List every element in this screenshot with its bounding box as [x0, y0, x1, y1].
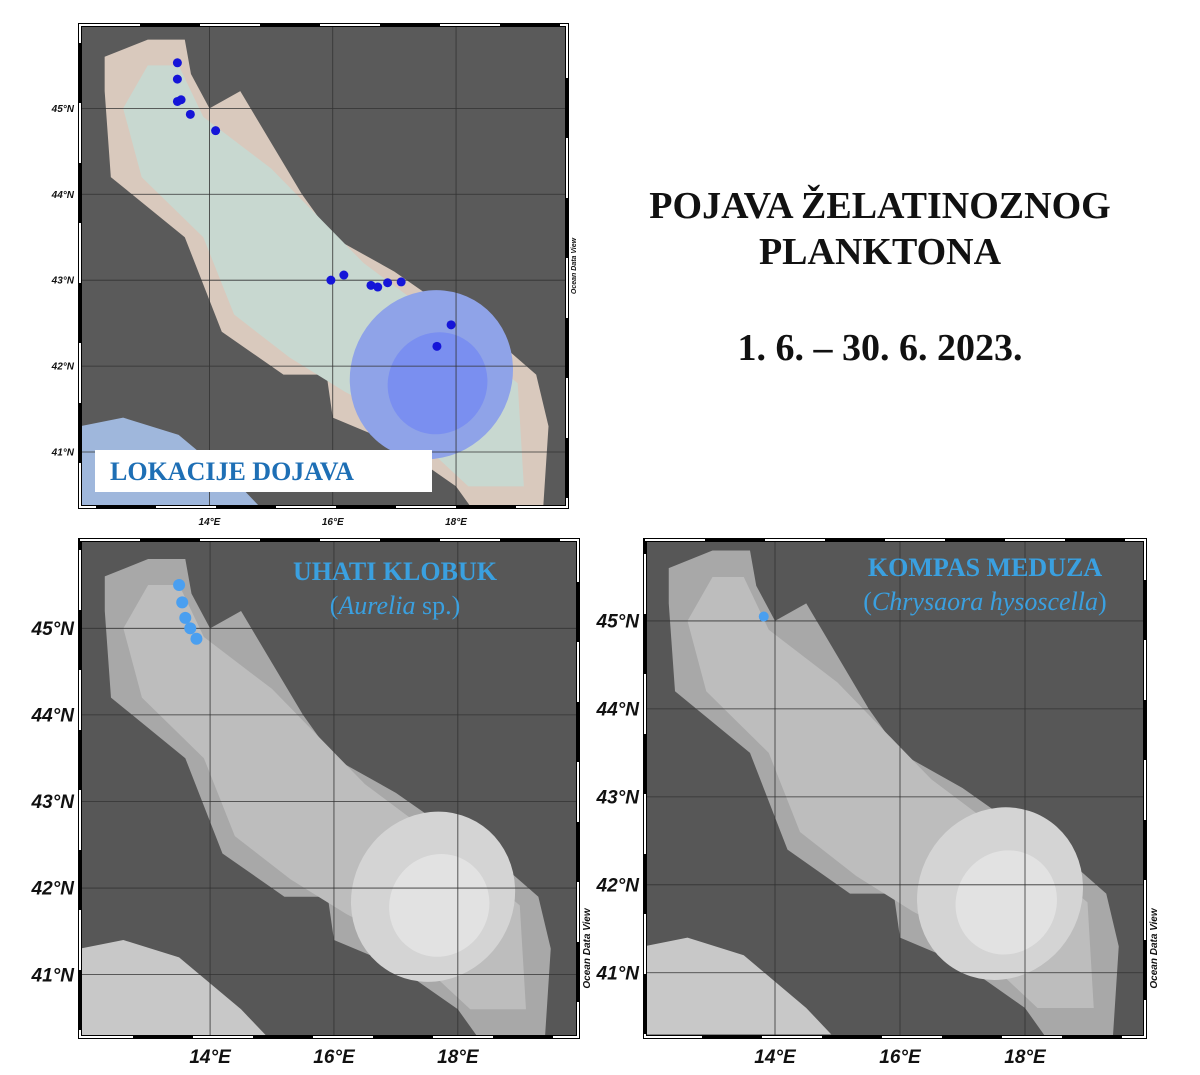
x-tick-label: 14°E: [754, 1047, 797, 1068]
species-part: (: [330, 591, 339, 620]
x-tick-label: 16°E: [879, 1047, 922, 1068]
sighting-point: [396, 277, 406, 287]
y-tick-label: 41°N: [596, 963, 641, 984]
sighting-point: [172, 58, 182, 68]
x-tick-label: 14°E: [189, 1047, 232, 1068]
sighting-point: [758, 611, 769, 622]
x-tick-label: 18°E: [437, 1047, 480, 1068]
tyrrhenian-sea: [645, 937, 832, 1035]
sighting-point: [432, 341, 442, 351]
map-frame-dash: [79, 24, 568, 508]
y-tick-label: 41°N: [51, 448, 75, 459]
y-tick-label: 43°N: [31, 792, 76, 813]
map: [78, 538, 580, 1039]
species-part: Aurelia: [336, 591, 415, 620]
y-tick-label: 44°N: [596, 700, 641, 721]
y-tick-label: 44°N: [31, 706, 76, 727]
y-tick-label: 42°N: [596, 875, 641, 896]
species-label: (Aurelia sp.): [330, 591, 460, 620]
map-label: KOMPAS MEDUZA: [868, 553, 1102, 582]
source-label: Ocean Data View: [571, 237, 578, 294]
map-body: [645, 540, 1145, 1037]
sighting-point: [176, 95, 186, 105]
map-frame-dash: [644, 539, 1146, 1038]
sighting-point: [184, 622, 197, 635]
source-label: Ocean Data View: [582, 907, 593, 988]
y-tick-label: 45°N: [596, 612, 641, 633]
sighting-point: [185, 109, 195, 119]
deep-basin-core: [955, 850, 1057, 955]
y-tick-label: 45°N: [51, 104, 75, 115]
species-part: Chrysaora hysoscella: [872, 587, 1098, 616]
sighting-point: [339, 270, 349, 280]
map-body: [80, 540, 578, 1037]
deep-basin-core: [387, 332, 488, 435]
map: [643, 538, 1147, 1039]
x-tick-label: 16°E: [313, 1047, 356, 1068]
map-label: UHATI KLOBUK: [293, 557, 498, 586]
sighting-point: [172, 74, 182, 84]
sighting-point: [190, 632, 203, 645]
date: 1. 6. – 30. 6. 2023.: [738, 327, 1023, 369]
y-tick-label: 45°N: [31, 619, 76, 640]
sighting-point: [173, 579, 186, 592]
sighting-point: [211, 126, 221, 136]
y-tick-label: 43°N: [596, 788, 641, 809]
map-frame-dash: [79, 539, 579, 1038]
y-tick-label: 41°N: [31, 965, 76, 986]
sighting-point: [366, 280, 376, 290]
sighting-point: [373, 282, 383, 292]
species-part: (: [863, 587, 872, 616]
sighting-point: [176, 596, 189, 609]
x-tick-label: 18°E: [445, 517, 467, 528]
deep-basin-core: [389, 854, 490, 957]
x-tick-label: 16°E: [322, 517, 344, 528]
y-tick-label: 42°N: [51, 362, 75, 373]
title-line: POJAVA ŽELATINOZNOG: [649, 185, 1110, 227]
species-part: ): [1098, 587, 1107, 616]
sighting-point: [446, 320, 456, 330]
title-line: PLANKTONA: [759, 231, 1002, 273]
source-label: Ocean Data View: [1149, 907, 1160, 988]
y-tick-label: 44°N: [51, 190, 75, 201]
species-label: (Chrysaora hysoscella): [863, 587, 1106, 616]
x-tick-label: 14°E: [199, 517, 221, 528]
tyrrhenian-sea: [80, 940, 266, 1036]
label-box: [95, 450, 432, 492]
sighting-point: [326, 275, 336, 285]
species-part: sp.): [415, 591, 460, 620]
y-tick-label: 42°N: [31, 879, 76, 900]
y-tick-label: 43°N: [51, 276, 75, 287]
x-tick-label: 18°E: [1004, 1047, 1047, 1068]
map-label: LOKACIJE DOJAVA: [110, 457, 354, 486]
sighting-point: [179, 611, 192, 624]
sighting-point: [383, 278, 393, 288]
